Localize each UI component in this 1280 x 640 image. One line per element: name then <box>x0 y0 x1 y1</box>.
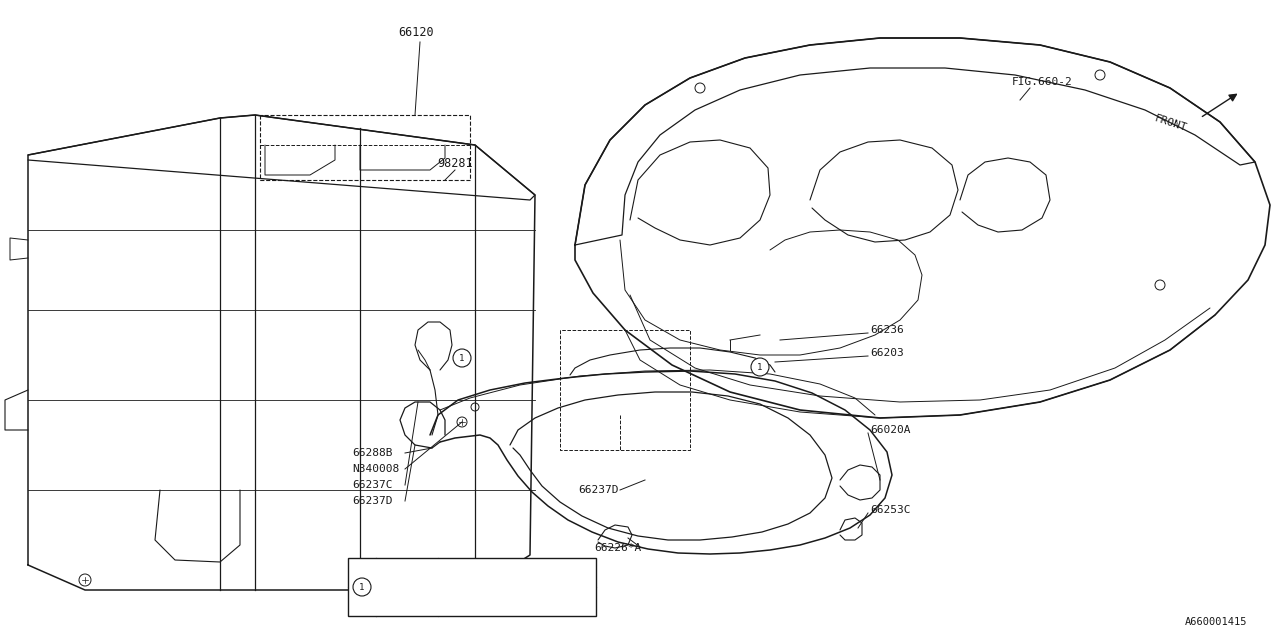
Text: FRONT: FRONT <box>1153 113 1189 133</box>
Text: 1: 1 <box>460 353 465 362</box>
Circle shape <box>353 578 371 596</box>
Text: 66237C: 66237C <box>352 480 393 490</box>
Text: (’09MY0801-): (’09MY0801-) <box>442 568 517 577</box>
Text: FIG.660-2: FIG.660-2 <box>1012 77 1073 87</box>
Text: 66020A: 66020A <box>870 425 910 435</box>
Text: 66203: 66203 <box>870 348 904 358</box>
Text: 1: 1 <box>758 362 763 371</box>
Text: 66253C: 66253C <box>870 505 910 515</box>
Text: 66288B: 66288B <box>352 448 393 458</box>
Text: 1: 1 <box>360 582 365 591</box>
Text: 66226*A: 66226*A <box>594 543 641 553</box>
FancyBboxPatch shape <box>348 558 596 616</box>
Text: Q500025: Q500025 <box>380 596 424 607</box>
Text: 66236: 66236 <box>870 325 904 335</box>
Text: ( -’09MY0801): ( -’09MY0801) <box>442 596 524 607</box>
Circle shape <box>751 358 769 376</box>
Text: 98281: 98281 <box>436 157 472 170</box>
Text: N340008: N340008 <box>352 464 399 474</box>
Text: 66237D: 66237D <box>352 496 393 506</box>
Text: A660001415: A660001415 <box>1185 617 1248 627</box>
Text: Q500013: Q500013 <box>380 568 424 577</box>
Text: 66237D: 66237D <box>579 485 618 495</box>
Text: 66120: 66120 <box>398 26 434 38</box>
Circle shape <box>453 349 471 367</box>
